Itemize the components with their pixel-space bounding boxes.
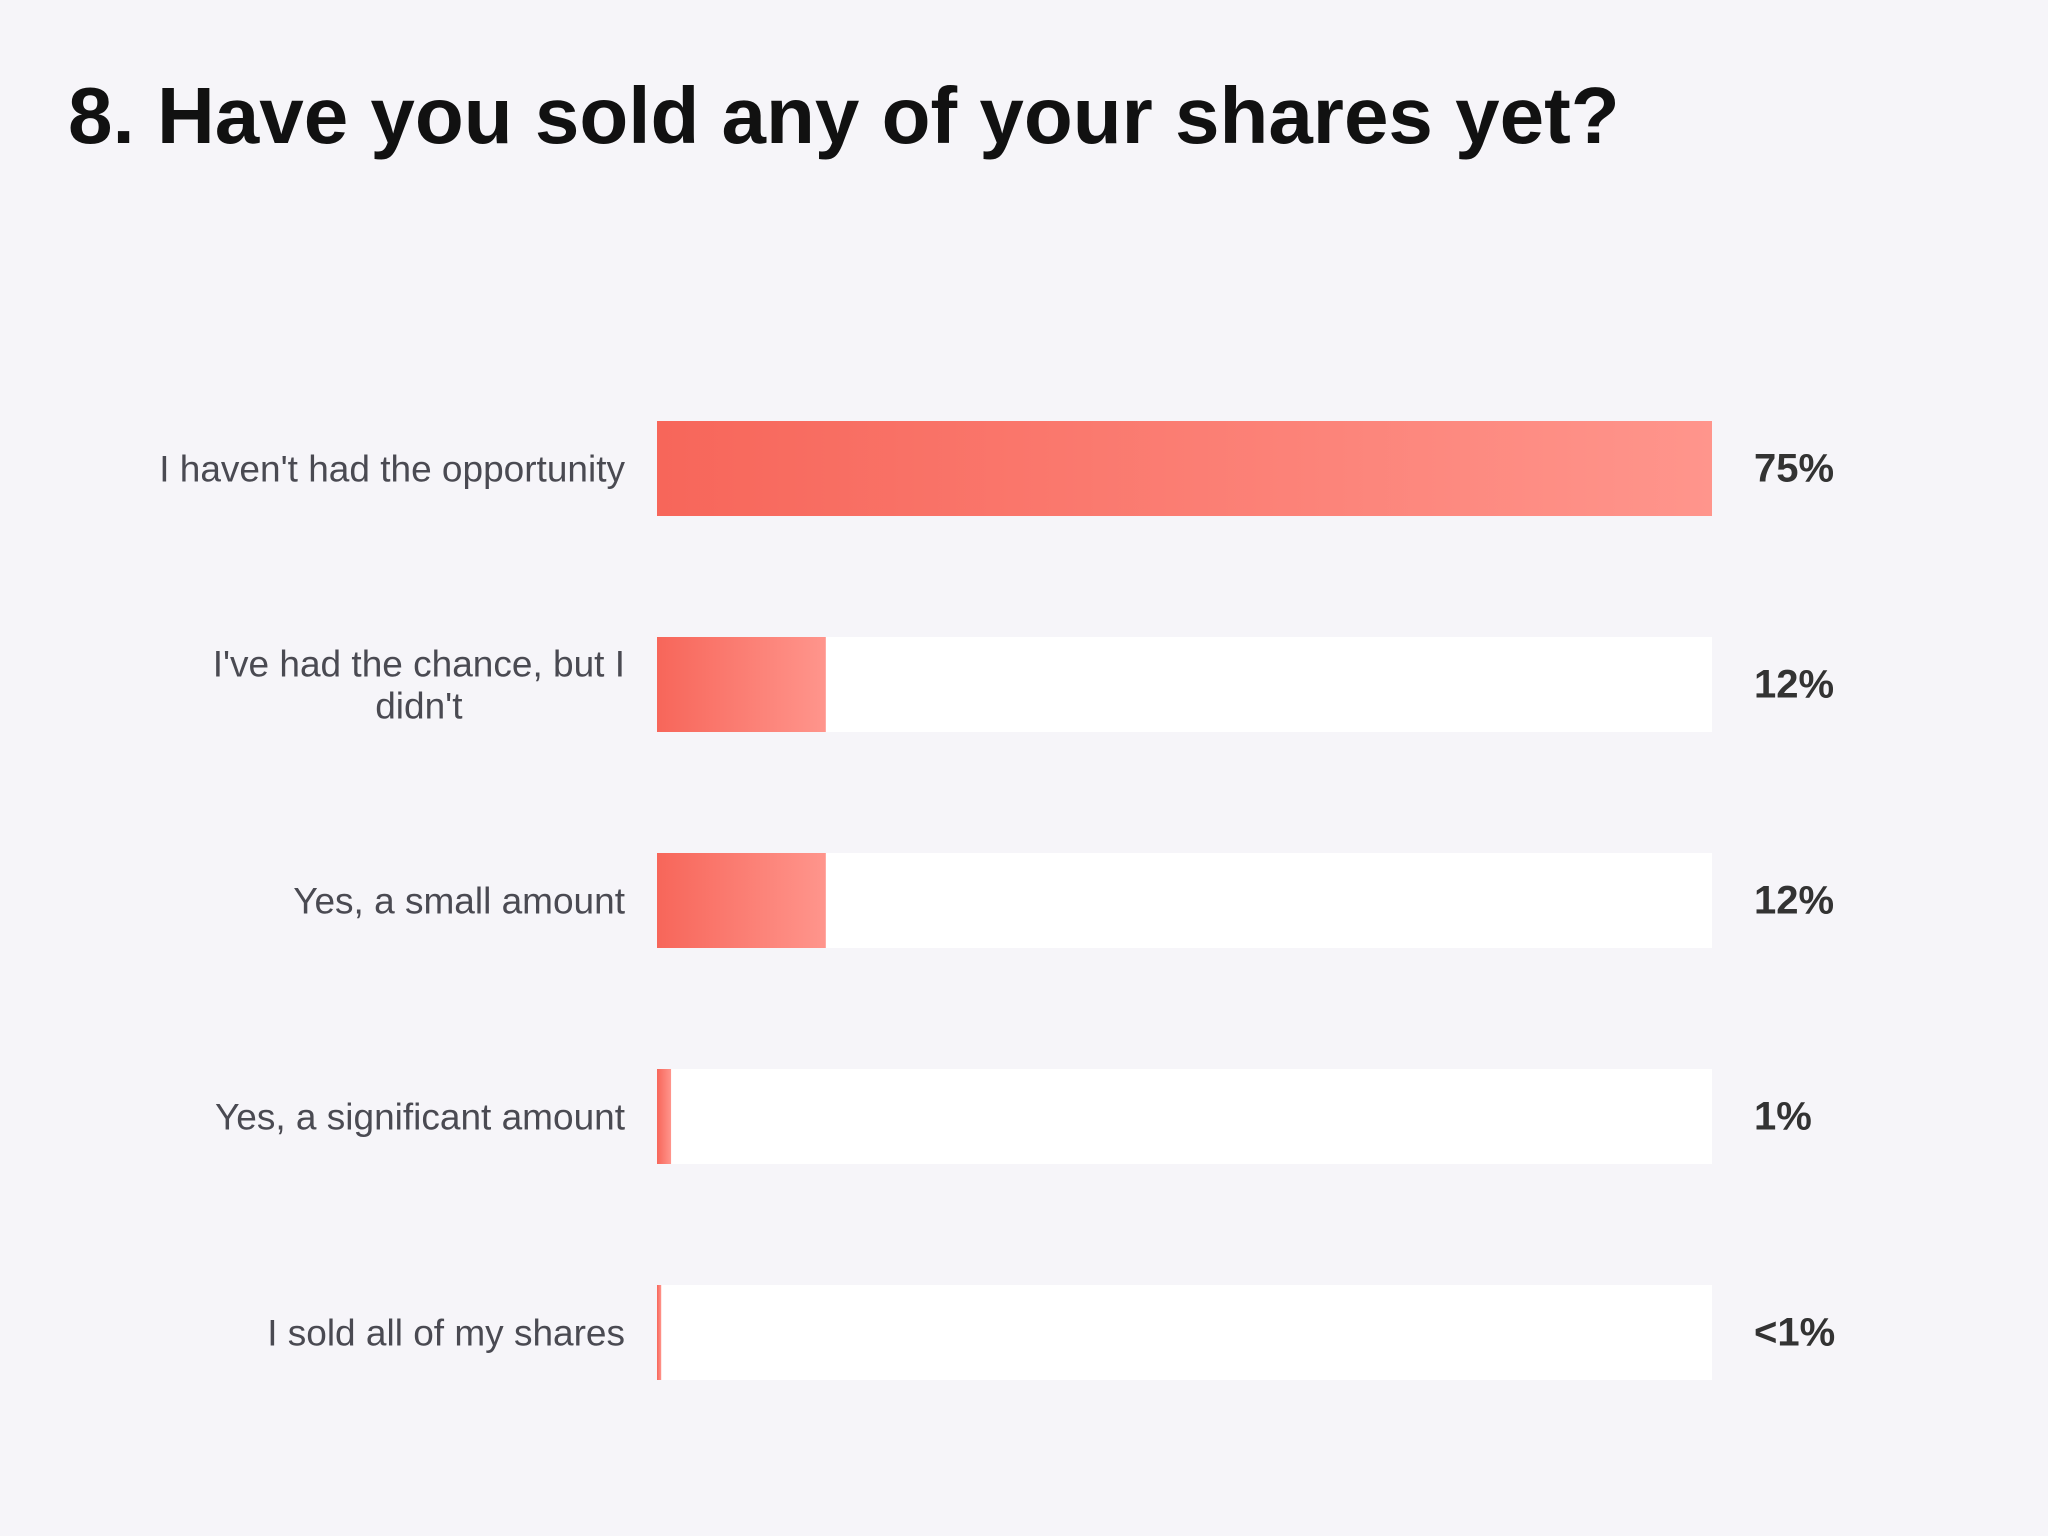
value-label: 1% <box>1754 1095 1812 1139</box>
category-label: Yes, a small amount <box>293 880 626 921</box>
category-label: Yes, a significant amount <box>215 1096 626 1137</box>
category-label: I sold all of my shares <box>267 1312 625 1353</box>
bar <box>657 637 826 732</box>
value-label: <1% <box>1754 1311 1835 1355</box>
bar <box>657 1285 662 1380</box>
bar-track <box>657 1285 1712 1380</box>
value-label: 12% <box>1754 879 1834 923</box>
bar <box>657 1069 672 1164</box>
bar-track <box>657 637 1712 732</box>
bar <box>657 421 1712 516</box>
bar-track <box>657 853 1712 948</box>
bar <box>657 853 826 948</box>
value-label: 75% <box>1754 447 1834 491</box>
chart-title: 8. Have you sold any of your shares yet? <box>68 71 1620 160</box>
bar-track <box>657 1069 1712 1164</box>
category-label: I haven't had the opportunity <box>159 448 625 489</box>
value-label: 12% <box>1754 663 1834 707</box>
